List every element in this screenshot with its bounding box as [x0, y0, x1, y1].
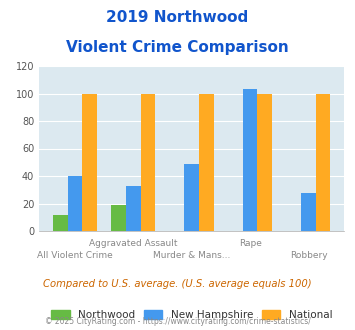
Text: Compared to U.S. average. (U.S. average equals 100): Compared to U.S. average. (U.S. average …	[43, 279, 312, 289]
Bar	[243, 89, 257, 231]
Bar	[316, 93, 331, 231]
Bar	[67, 176, 82, 231]
Bar	[199, 93, 214, 231]
Bar	[53, 214, 67, 231]
Bar	[184, 164, 199, 231]
Text: Robbery: Robbery	[290, 251, 327, 260]
Bar	[82, 93, 97, 231]
Text: © 2025 CityRating.com - https://www.cityrating.com/crime-statistics/: © 2025 CityRating.com - https://www.city…	[45, 317, 310, 326]
Text: All Violent Crime: All Violent Crime	[37, 251, 113, 260]
Text: Murder & Mans...: Murder & Mans...	[153, 251, 230, 260]
Text: Aggravated Assault: Aggravated Assault	[89, 239, 178, 248]
Legend: Northwood, New Hampshire, National: Northwood, New Hampshire, National	[47, 306, 337, 324]
Bar	[301, 192, 316, 231]
Text: 2019 Northwood: 2019 Northwood	[106, 10, 248, 25]
Bar	[111, 205, 126, 231]
Text: Rape: Rape	[239, 239, 262, 248]
Bar	[126, 185, 141, 231]
Bar	[257, 93, 272, 231]
Text: Violent Crime Comparison: Violent Crime Comparison	[66, 40, 289, 54]
Bar	[141, 93, 155, 231]
